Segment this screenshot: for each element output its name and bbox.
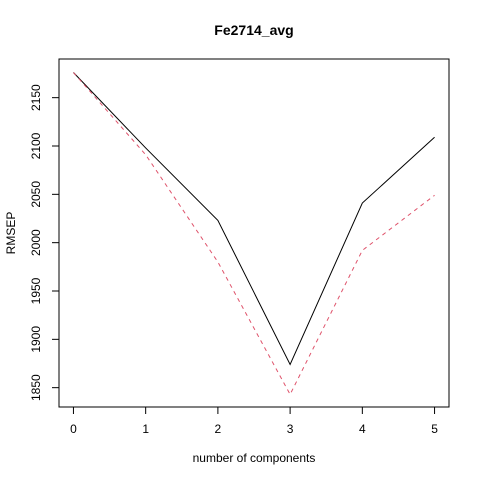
series-line-1 bbox=[73, 72, 435, 366]
x-tick-label: 4 bbox=[359, 422, 366, 436]
y-tick-label: 2100 bbox=[29, 132, 43, 159]
y-tick-label: 1850 bbox=[29, 374, 43, 401]
y-tick-label: 2000 bbox=[29, 229, 43, 256]
x-tick-label: 0 bbox=[70, 422, 77, 436]
x-tick-label: 3 bbox=[287, 422, 294, 436]
x-tick-label: 2 bbox=[215, 422, 222, 436]
x-tick-label: 5 bbox=[431, 422, 438, 436]
plot-frame bbox=[58, 58, 450, 408]
y-tick-label: 2150 bbox=[29, 84, 43, 111]
series-line-2 bbox=[73, 72, 435, 396]
y-tick-label: 1900 bbox=[29, 326, 43, 353]
y-axis-label: RMSEP bbox=[4, 212, 18, 255]
chart-title: Fe2714_avg bbox=[214, 22, 293, 38]
y-tick-label: 2050 bbox=[29, 181, 43, 208]
series-layer bbox=[73, 72, 435, 396]
y-axis: 1850 1900 1950 2000 2050 2100 2150 bbox=[29, 84, 60, 401]
x-tick-label: 1 bbox=[142, 422, 149, 436]
x-axis-label: number of components bbox=[193, 451, 316, 465]
x-axis: 0 1 2 3 4 5 bbox=[70, 406, 438, 436]
y-tick-label: 1950 bbox=[29, 277, 43, 304]
